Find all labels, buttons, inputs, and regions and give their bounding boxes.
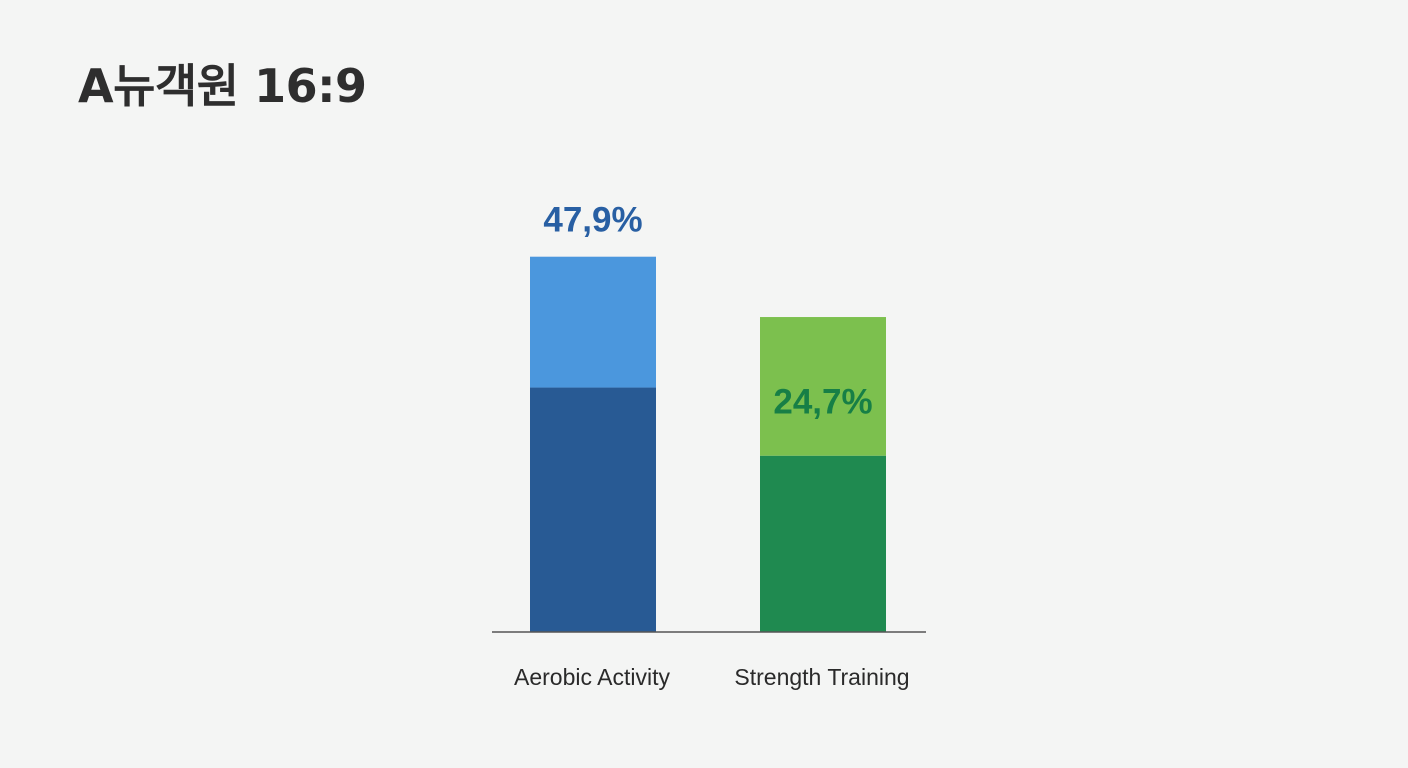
bar-segment-bottom bbox=[760, 455, 886, 632]
x-tick-label: Strength Training bbox=[734, 664, 909, 690]
bar-value-label: 24,7% bbox=[773, 382, 872, 421]
bar-segment-top bbox=[760, 317, 886, 456]
chart-labels: 47,9% Aerobic Activity 24,7% Strength Train… bbox=[514, 201, 910, 690]
bar-segment-top bbox=[530, 256, 656, 388]
chart-bars bbox=[530, 256, 886, 632]
page-title: A뉴객원 16:9 bbox=[78, 59, 367, 113]
bar-segment-bottom bbox=[530, 387, 656, 632]
x-tick-label: Aerobic Activity bbox=[514, 664, 670, 690]
bar-value-label: 47,9% bbox=[543, 201, 642, 240]
